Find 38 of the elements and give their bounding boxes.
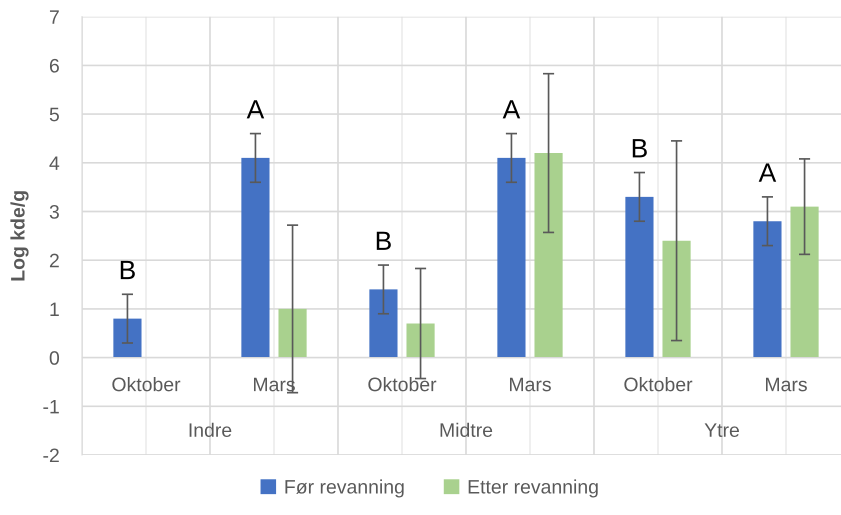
bar — [662, 240, 691, 358]
x-tick-label: Mars — [766, 378, 807, 392]
bar — [369, 289, 398, 358]
bar — [753, 221, 782, 358]
y-tick-label: 4 — [49, 156, 60, 170]
legend-label: Etter revanning — [468, 479, 598, 498]
data-label: B — [120, 260, 135, 280]
y-tick-label: -2 — [43, 448, 59, 462]
annotation: Indre — [190, 422, 232, 437]
y-tick-label: 0 — [50, 351, 60, 365]
bar — [406, 324, 435, 358]
x-tick-label: Oktober — [624, 377, 692, 392]
data-label: A — [502, 100, 520, 118]
y-tick-label: 2 — [50, 254, 59, 268]
bar — [278, 308, 307, 358]
bar — [241, 158, 270, 358]
data-label: A — [758, 164, 776, 182]
annotation: Ytre — [704, 423, 739, 437]
bar — [625, 196, 654, 358]
bar — [497, 158, 526, 358]
y-tick-label: 6 — [50, 58, 59, 73]
bar — [534, 153, 563, 358]
y-axis-title: Log kde/g — [10, 191, 29, 280]
y-tick-label: 5 — [50, 108, 59, 122]
data-label: B — [632, 139, 647, 158]
y-tick-label: 1 — [50, 302, 59, 316]
data-label: B — [376, 232, 391, 250]
x-tick-label: Oktober — [112, 377, 180, 392]
data-label: A — [246, 100, 264, 118]
y-tick-label: -1 — [43, 400, 59, 414]
y-tick-label: 3 — [50, 204, 59, 219]
bar — [790, 206, 819, 358]
y-tick-label: 7 — [50, 10, 59, 24]
annotation: Midtre — [440, 422, 492, 437]
x-tick-label: Oktober — [368, 377, 436, 392]
legend-label: Før revanning — [285, 479, 404, 498]
x-tick-label: Mars — [510, 378, 551, 392]
bar — [113, 318, 142, 358]
